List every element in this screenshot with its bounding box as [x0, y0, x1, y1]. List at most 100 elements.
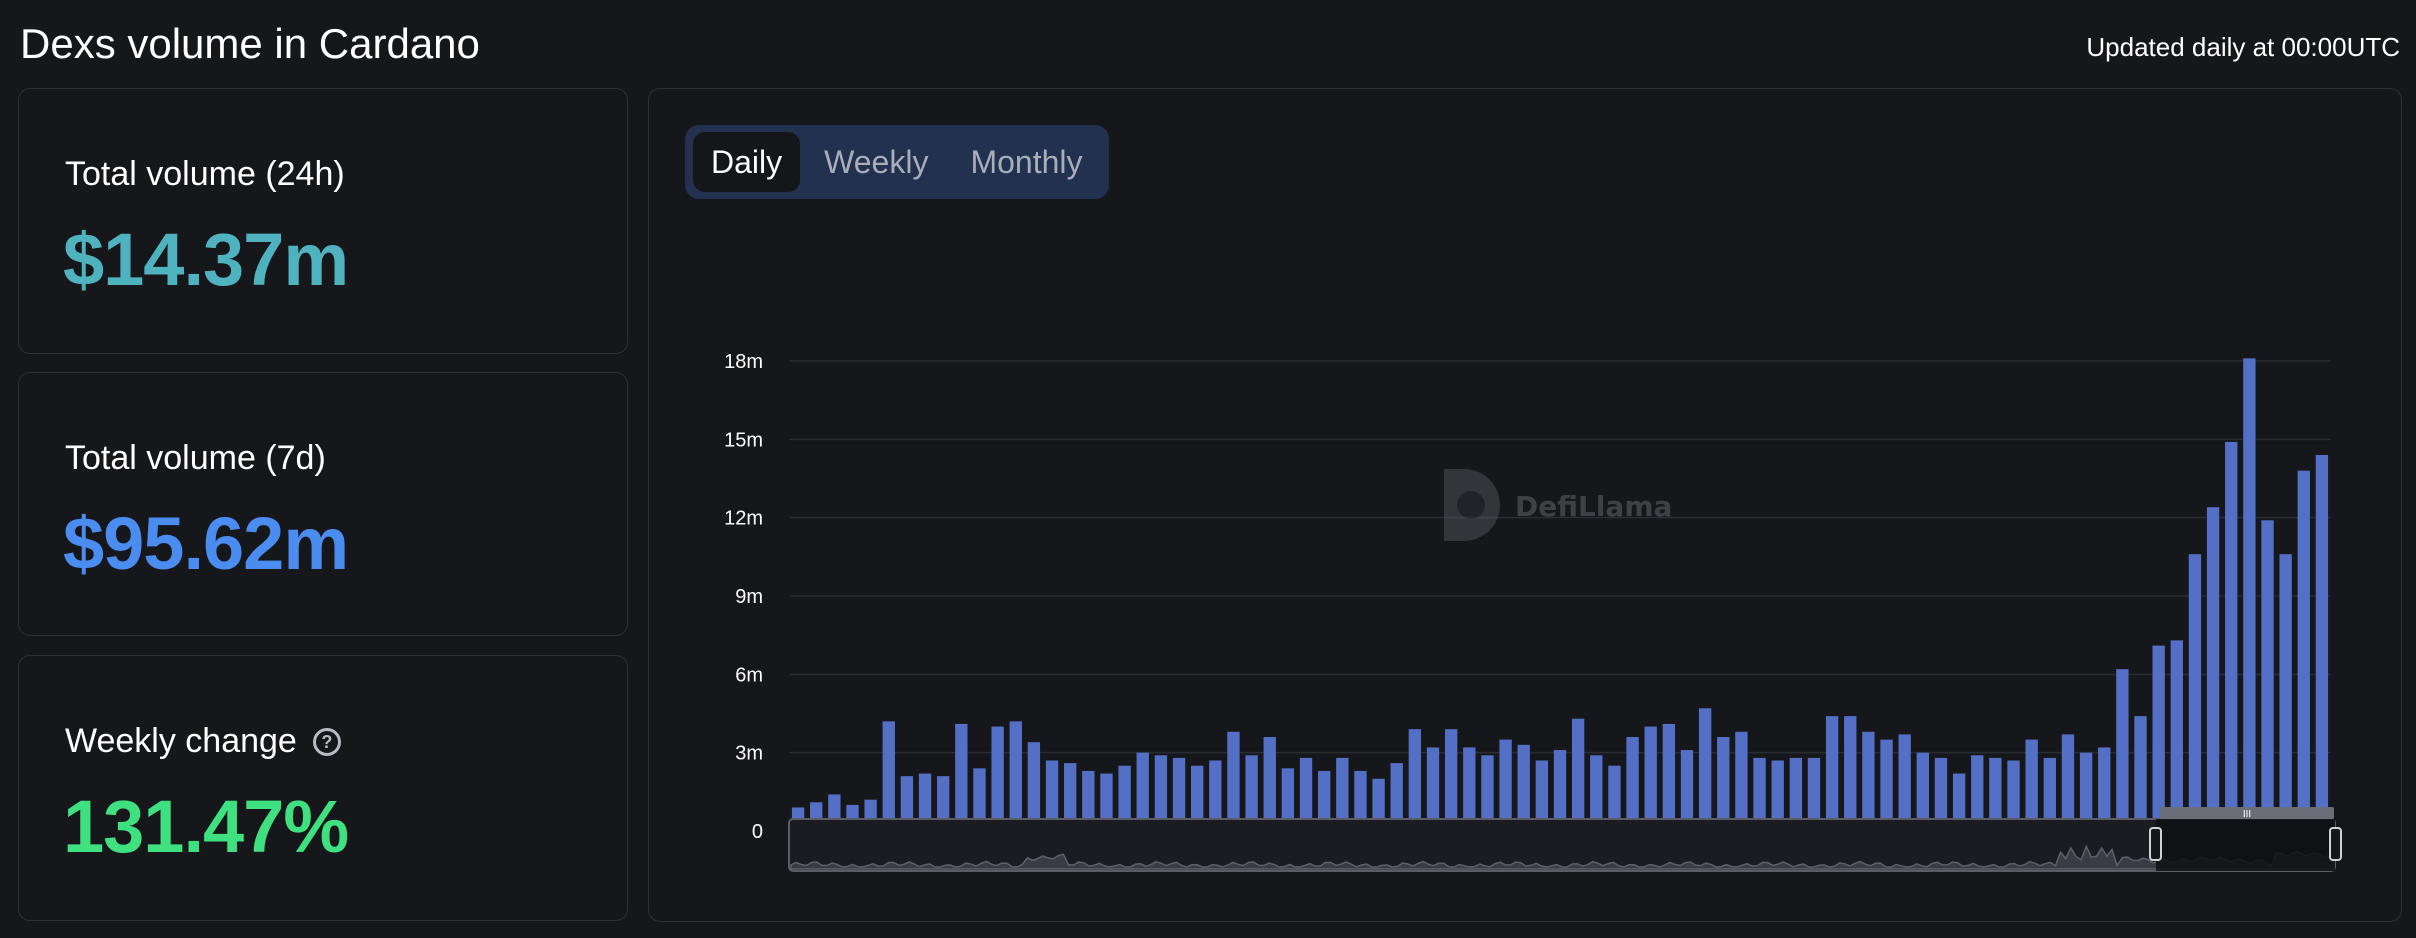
chart-card: Daily Weekly Monthly DefiLlama 0 3m 6m 9m 12…: [648, 88, 2402, 922]
bar[interactable]: [1336, 757, 1349, 831]
bar[interactable]: [1463, 747, 1476, 831]
bar[interactable]: [1698, 708, 1712, 831]
bar[interactable]: [2225, 441, 2238, 831]
bar[interactable]: [1191, 765, 1204, 831]
bar[interactable]: [1009, 721, 1022, 831]
bar[interactable]: [1571, 718, 1585, 831]
bar[interactable]: [1952, 773, 1966, 831]
tab-monthly[interactable]: Monthly: [970, 143, 1083, 180]
bar[interactable]: [1100, 773, 1113, 831]
bar[interactable]: [1553, 750, 1567, 831]
y-axis: 0 3m 6m 9m 12m 15m 18m: [724, 351, 763, 843]
tab-daily[interactable]: Daily: [693, 132, 801, 192]
bar[interactable]: [2279, 554, 2292, 831]
bar[interactable]: [1844, 716, 1857, 831]
zoom-handle-right[interactable]: [2329, 827, 2342, 861]
bar[interactable]: [1971, 755, 1984, 831]
bar[interactable]: [1444, 729, 1458, 831]
stat-card-7d: Total volume (7d) $95.62m: [18, 372, 628, 636]
bar[interactable]: [1354, 770, 1367, 831]
bar[interactable]: [1680, 750, 1694, 831]
bar[interactable]: [2206, 507, 2220, 831]
bar[interactable]: [1426, 747, 1440, 831]
bar[interactable]: [1789, 757, 1803, 831]
tab-weekly[interactable]: Weekly: [824, 143, 929, 180]
bar[interactable]: [1027, 742, 1041, 831]
defillama-watermark: DefiLlama: [1444, 469, 1672, 541]
bar[interactable]: [1281, 768, 1295, 831]
bar[interactable]: [1517, 744, 1530, 831]
zoom-selected-window[interactable]: [2156, 819, 2335, 871]
bar[interactable]: [2079, 752, 2093, 831]
y-tick-label: 18m: [724, 351, 763, 373]
bar[interactable]: [1898, 734, 1911, 831]
bar[interactable]: [2188, 554, 2202, 831]
bar[interactable]: [1644, 726, 1657, 831]
bar[interactable]: [1880, 739, 1893, 831]
bar[interactable]: [1318, 770, 1331, 831]
bar[interactable]: [1989, 757, 2002, 831]
bar[interactable]: [1771, 760, 1784, 832]
bar[interactable]: [882, 721, 895, 831]
bar[interactable]: [2297, 470, 2310, 831]
bar[interactable]: [1481, 755, 1494, 831]
bar[interactable]: [918, 773, 932, 831]
bar[interactable]: [1045, 760, 1059, 832]
stat-card-weekly-change: Weekly change ? 131.47%: [18, 655, 628, 921]
bar[interactable]: [1263, 737, 1276, 831]
bar-series: [791, 358, 2329, 832]
bar[interactable]: [2116, 669, 2129, 831]
bar[interactable]: [2315, 455, 2329, 831]
bar[interactable]: [1717, 737, 1730, 831]
bar[interactable]: [1209, 760, 1222, 832]
bar[interactable]: [2134, 716, 2147, 831]
bar[interactable]: [1934, 757, 1948, 831]
bar[interactable]: [1735, 731, 1748, 831]
bar[interactable]: [973, 768, 986, 831]
bar[interactable]: [2261, 520, 2274, 831]
bar[interactable]: [2243, 358, 2256, 831]
bar[interactable]: [1590, 755, 1603, 831]
bar[interactable]: [2061, 734, 2075, 831]
bar[interactable]: [2043, 757, 2056, 831]
bar[interactable]: [1118, 765, 1131, 831]
bar[interactable]: [1227, 731, 1240, 831]
bar[interactable]: [1372, 778, 1385, 831]
bar[interactable]: [1535, 760, 1549, 832]
bar[interactable]: [1082, 770, 1095, 831]
bar[interactable]: [1390, 763, 1403, 831]
bar[interactable]: [2098, 747, 2111, 831]
y-tick-label: 0: [752, 821, 763, 843]
bar[interactable]: [1807, 757, 1821, 831]
bar[interactable]: [1916, 752, 1929, 831]
bar[interactable]: [1608, 765, 1621, 831]
bar[interactable]: [1825, 716, 1839, 831]
stat-label-7d-text: Total volume (7d): [65, 439, 326, 477]
zoom-handle-left[interactable]: [2149, 827, 2162, 861]
zoom-slider[interactable]: III: [788, 807, 2342, 872]
help-icon[interactable]: ?: [312, 727, 341, 756]
bar[interactable]: [2152, 645, 2165, 831]
bar[interactable]: [1245, 755, 1258, 831]
bar[interactable]: [991, 726, 1004, 831]
bar[interactable]: [2170, 640, 2183, 831]
bar[interactable]: [1154, 755, 1168, 831]
bar[interactable]: [1862, 731, 1875, 831]
bar[interactable]: [1753, 757, 1766, 831]
bar[interactable]: [955, 723, 968, 831]
bar[interactable]: [2025, 739, 2038, 831]
bar[interactable]: [1408, 729, 1422, 831]
bar[interactable]: [1299, 757, 1313, 831]
zoom-drag-bar[interactable]: [2160, 807, 2334, 819]
bar[interactable]: [1662, 723, 1676, 831]
bar[interactable]: [1626, 737, 1639, 831]
bar[interactable]: [937, 776, 950, 831]
bar[interactable]: [1136, 752, 1149, 831]
stat-label-24h-text: Total volume (24h): [65, 155, 345, 193]
bar[interactable]: [1064, 763, 1077, 831]
bar[interactable]: [1172, 757, 1186, 831]
bar[interactable]: [1499, 739, 1512, 831]
bar[interactable]: [2007, 760, 2020, 832]
bar[interactable]: [900, 776, 914, 831]
